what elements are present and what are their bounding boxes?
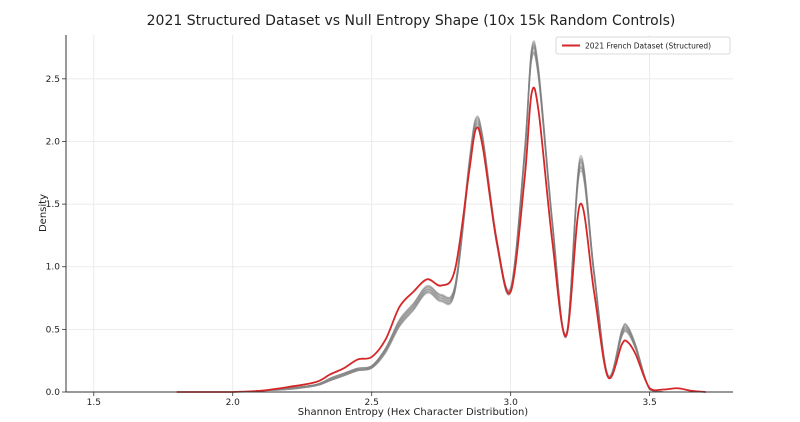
structured-series-group (176, 86, 707, 393)
x-tick-label-3: 3.0 (504, 398, 519, 408)
y-tick-label-5: 2.5 (46, 75, 60, 85)
y-ticks: 0.0 0.5 1.0 1.5 2.0 2.5 (46, 75, 66, 398)
x-axis-label: Shannon Entropy (Hex Character Distribut… (298, 407, 529, 418)
y-axis-label: Density (38, 194, 49, 232)
legend-box (555, 36, 731, 55)
x-ticks: 1.5 2.0 2.5 3.0 3.5 (87, 392, 657, 408)
control-series-line-1 (176, 41, 706, 393)
control-series-line-5 (176, 40, 706, 393)
y-tick-label-3: 1.5 (46, 200, 60, 210)
x-tick-label-2: 2.5 (365, 398, 379, 408)
legend-label-structured: 2021 French Dataset (Structured) (585, 42, 711, 51)
legend: 2021 French Dataset (Structured) (555, 36, 731, 55)
x-tick-label-1: 2.0 (226, 398, 241, 408)
y-tick-label-0: 0.0 (46, 388, 61, 398)
control-series-group (176, 40, 706, 393)
y-tick-label-4: 2.0 (46, 137, 61, 147)
chart-title: 2021 Structured Dataset vs Null Entropy … (147, 13, 676, 29)
x-tick-label-0: 1.5 (87, 398, 101, 408)
y-tick-label-1: 0.5 (46, 325, 60, 335)
y-tick-label-2: 1.0 (46, 263, 61, 273)
structured-series-line-0 (176, 86, 707, 393)
x-tick-label-4: 3.5 (642, 398, 656, 408)
